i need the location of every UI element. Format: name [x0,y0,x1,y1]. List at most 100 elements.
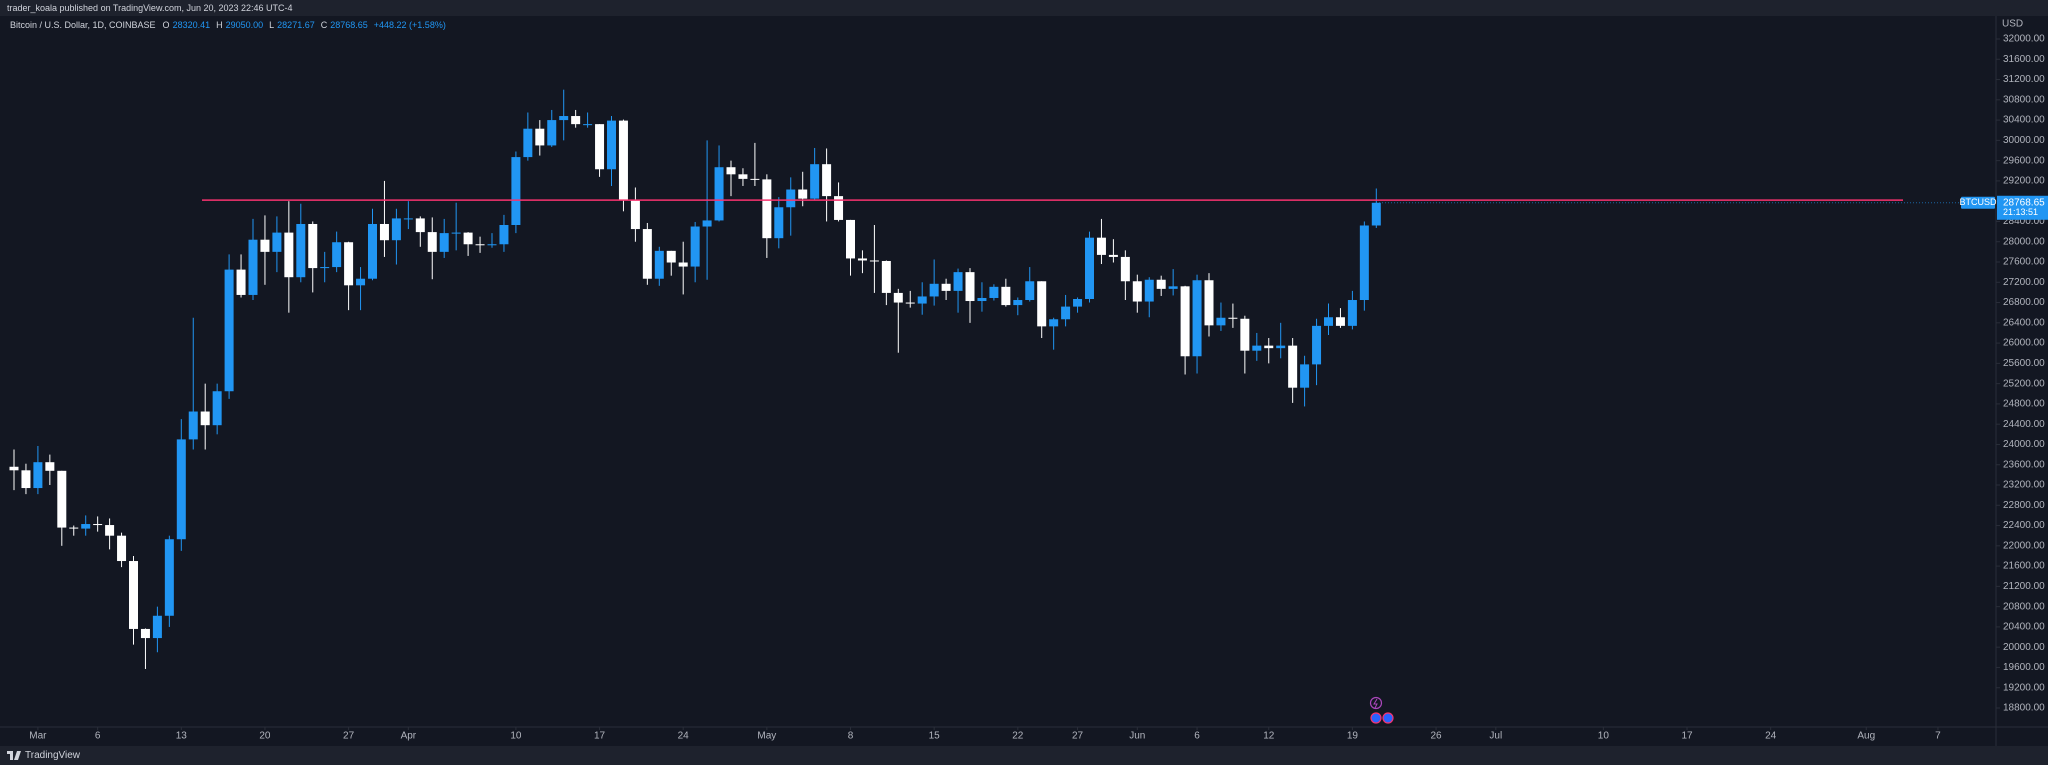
candle-body [1228,317,1238,319]
candle-body [224,269,234,392]
candle-body [1371,202,1381,226]
candle-body [368,223,377,279]
candle-body [1096,237,1106,255]
candle-body [344,242,354,286]
y-tick-label: 26800.00 [2003,297,2045,308]
brand-bar: TradingView [0,746,2048,765]
candle-body [391,218,401,241]
y-tick-label: 22800.00 [2003,500,2045,511]
y-tick-label: 24400.00 [2003,419,2045,430]
y-tick-label: 21200.00 [2003,581,2045,592]
candle-body [69,527,79,529]
candle-body [403,218,413,220]
candle-body [1252,345,1262,351]
candle-body [81,524,91,529]
event-icons [1369,696,1394,724]
y-tick-label: 25600.00 [2003,358,2045,369]
candle-body [475,244,485,246]
candle-body [869,260,879,262]
candle-body [308,223,318,269]
y-tick-label: 32000.00 [2003,34,2045,45]
event-icon [1369,696,1383,710]
y-tick-label: 18800.00 [2003,703,2045,714]
publish-line: trader_koala published on TradingView.co… [7,3,293,13]
candle-body [164,539,174,616]
legend-key: L [269,20,275,30]
x-tick-label: Jun [1129,731,1145,742]
candle-body [630,200,640,230]
candle-body [105,525,115,536]
candle-body [965,272,975,302]
candle-body [595,124,605,170]
x-tick-label: 13 [176,731,188,742]
y-tick-label: 22000.00 [2003,540,2045,551]
legend-value: 28768.65 [330,20,368,30]
candle-body [559,116,569,121]
candle-body [1168,286,1178,289]
y-tick-label: 23600.00 [2003,459,2045,470]
flag-icon [1370,712,1382,724]
y-tick-label: 20400.00 [2003,622,2045,633]
x-tick-label: 20 [259,731,271,742]
candle-body [1276,345,1286,349]
candle-body [33,462,43,489]
candle-body [750,178,760,180]
candle-body [1156,279,1166,289]
candle-body [272,232,282,252]
candle-body [822,164,832,197]
candle-body [1347,300,1357,326]
x-tick-label: 10 [510,731,522,742]
symbol-legend: Bitcoin / U.S. Dollar, 1D, COINBASE O 283… [10,19,449,32]
y-tick-label: 27600.00 [2003,257,2045,268]
y-tick-label: 20000.00 [2003,642,2045,653]
x-tick-label: 17 [1681,731,1693,742]
candle-body [881,260,891,293]
candle-body [1192,280,1202,357]
candle-body [236,269,246,295]
y-tick-label: 30000.00 [2003,135,2045,146]
x-tick-label: May [757,731,776,742]
candle-body [1037,281,1047,327]
candle-body [917,296,927,304]
candle-body [786,189,796,208]
legend-change: +448.22 (+1.58%) [373,20,446,30]
symbol-tag-label: BTCUSD [1959,197,1997,207]
y-tick-label: 31600.00 [2003,54,2045,65]
candle-body [1144,279,1154,302]
candles [9,89,1381,669]
candle-body [93,524,103,526]
candle-body [212,391,222,426]
candle-body [774,207,784,239]
x-tick-label: 6 [1194,731,1200,742]
candle-body [356,278,366,286]
y-tick-label: 28000.00 [2003,236,2045,247]
candle-body [714,167,724,221]
candle-body [678,262,688,267]
symbol-tag [1961,196,1995,209]
x-tick-label: 24 [1765,731,1777,742]
candle-body [1049,319,1059,327]
last-price-box [1997,195,2048,220]
brand-logo [7,751,21,760]
y-tick-label: 19600.00 [2003,662,2045,673]
brand-name: TradingView [25,750,81,761]
candle-body [1204,280,1214,326]
candle-body [810,164,820,199]
candle-body [1359,225,1369,301]
candle-body [738,174,748,179]
candle-body [642,229,652,279]
candle-body [523,128,533,158]
candle-body [607,120,616,170]
y-tick-label: 20800.00 [2003,601,2045,612]
candle-body [188,411,198,440]
y-tick-label: 26000.00 [2003,338,2045,349]
candle-body [618,120,628,201]
candle-body [140,628,150,639]
candle-body [1132,281,1142,302]
candle-body [547,120,557,146]
candle-body [21,470,31,489]
candle-body [1264,345,1274,349]
candle-body [320,267,330,269]
x-tick-label: Aug [1857,731,1875,742]
